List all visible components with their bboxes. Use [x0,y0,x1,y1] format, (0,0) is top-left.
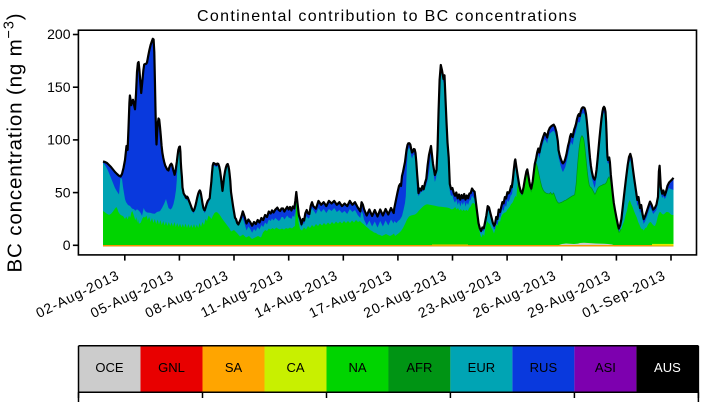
svg-text:AFR: AFR [406,360,432,375]
svg-text:CA: CA [286,360,304,375]
svg-text:ASI: ASI [595,360,616,375]
svg-text:150: 150 [47,79,71,95]
svg-text:200: 200 [47,26,71,42]
svg-text:0: 0 [63,237,71,253]
svg-text:GNL: GNL [158,360,185,375]
svg-text:BC concentration (ng m−3): BC concentration (ng m−3) [2,13,27,273]
svg-text:EUR: EUR [468,360,495,375]
svg-text:100: 100 [47,132,71,148]
svg-text:OCE: OCE [95,360,124,375]
svg-text:AUS: AUS [654,360,681,375]
svg-text:RUS: RUS [530,360,558,375]
svg-text:50: 50 [55,184,71,200]
svg-text:NA: NA [348,360,366,375]
svg-text:Continental contribution to BC: Continental contribution to BC concentra… [197,8,578,25]
svg-text:SA: SA [225,360,243,375]
